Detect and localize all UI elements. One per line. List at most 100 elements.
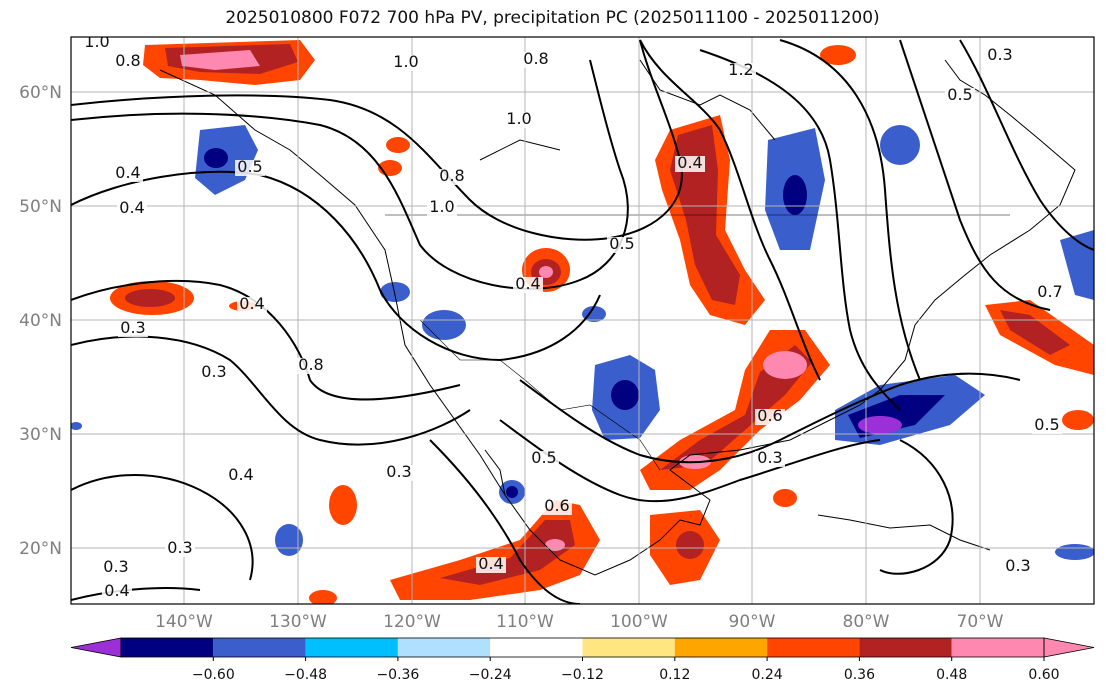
contour-label: 1.0 [84,32,109,51]
lat-labels: 60°N 50°N 40°N 30°N 20°N [19,83,62,559]
contour-label: 0.4 [478,554,503,573]
contour-label-bg [521,52,551,68]
contour-label-bg [504,112,534,128]
colorbar-box [674,638,768,657]
contour-label-bg [945,88,975,104]
contour-label: 0.3 [386,462,411,481]
contour-label: 0.6 [757,406,782,425]
colorbar-extend-low [70,637,122,658]
contour-label-bg [1035,285,1065,301]
lon-label: 90°W [729,612,776,632]
contour-label: 0.4 [119,198,144,217]
contour-label: 0.4 [115,163,140,182]
contour-label-bg [296,358,326,374]
lon-label: 120°W [383,612,441,632]
contour-label: 0.4 [239,294,264,313]
contour-label-bg [726,63,756,79]
contour-label: 0.3 [103,557,128,576]
lat-label: 60°N [19,83,62,103]
lat-label: 30°N [19,425,62,445]
contour-label-bg [102,584,132,600]
contour-label-bg [117,201,147,217]
contour-label-bg [113,54,143,70]
contour-label-bg [101,560,131,576]
colorbar-box [397,638,491,657]
contour-label-bg [82,37,112,51]
contour-label: 0.5 [609,234,634,253]
contour-label-bg [476,557,506,573]
lon-label: 130°W [269,612,327,632]
colorbar-tick-label: 0.60 [1028,667,1059,683]
contour-label: 0.4 [104,581,129,600]
contour-label: 0.4 [515,274,540,293]
contour-label: 1.0 [429,197,454,216]
contour-label: 0.5 [1034,415,1059,434]
colorbar-box [951,638,1044,657]
contour-label: 0.7 [1037,282,1062,301]
lat-label: 20°N [19,539,62,559]
lon-label: 140°W [155,612,213,632]
contour-label: 0.5 [531,448,556,467]
contour-label-bg [542,499,572,515]
lon-label: 100°W [610,612,668,632]
contour-label: 0.3 [120,318,145,337]
colorbar-box [121,638,214,657]
contour-label: 0.4 [677,153,702,172]
colorbar-extend-high [1043,637,1095,658]
contour-label: 0.3 [167,538,192,557]
lat-label: 50°N [19,197,62,217]
lon-label: 70°W [957,612,1004,632]
colorbar-box [305,638,398,657]
contour-label: 1.0 [393,52,418,71]
colorbar-box [767,638,860,657]
lon-label: 80°W [843,612,890,632]
colorbar-tick-label: −0.12 [561,667,604,683]
colorbar-box [213,638,306,657]
contour-label-bg [427,200,457,216]
contour-label: 0.8 [523,49,548,68]
contour-label: 0.6 [544,496,569,515]
contour-label: 0.4 [228,465,253,484]
contour-label-bg [384,465,414,481]
colorbar-tick-label: 0.12 [659,667,690,683]
colorbar-box [582,638,675,657]
contour-label-bg [529,451,559,467]
colorbar-tick-label: −0.24 [469,667,512,683]
lat-label: 40°N [19,311,62,331]
contour-label-bg [118,321,148,337]
map-frame [70,36,1095,605]
colorbar-tick-label: −0.36 [376,667,419,683]
colorbar-box [490,638,583,657]
contour-label-bg [675,156,705,172]
contour-label: 1.2 [728,60,753,79]
map-area: 1.0 0.8 1.0 0.8 1.2 0.5 1.0 0.4 0.5 0.4 0.8 1.0 0.5 0… [71,32,1094,604]
contour-label-bg [513,277,543,293]
contour-label: 1.0 [506,109,531,128]
colorbar-tick-label: 0.36 [844,667,875,683]
contour-label-bg [1032,418,1062,434]
contour-label-bg [113,166,143,182]
colorbar-tick-label: −0.48 [284,667,327,683]
contour-label-bg [391,55,421,71]
contour-label: 0.3 [757,448,782,467]
contour-label-bg [237,297,267,313]
contour-labels: 1.0 0.8 1.0 0.8 1.2 0.5 1.0 0.4 0.5 0.4 0.8 1.0 0.5 0… [82,32,1065,600]
lon-labels: 140°W 130°W 120°W 110°W 100°W 90°W 80°W … [155,612,1004,632]
contour-label-bg [235,160,265,176]
colorbar-tick-label: 0.24 [752,667,783,683]
contour-label-bg [607,237,637,253]
colorbar-tick-label: −0.60 [192,667,235,683]
contour-label-bg [199,365,229,381]
colorbar: −0.60 −0.48 −0.36 −0.24 −0.12 0.12 0.24 0.36 0.4… [70,637,1095,683]
gridlines [71,37,1094,604]
contour-label: 0.5 [947,85,972,104]
contour-label-bg [755,409,785,425]
contour-label: 0.3 [1005,556,1030,575]
contour-label: 0.3 [987,45,1012,64]
contour-label: 0.3 [201,362,226,381]
contour-label: 0.8 [298,355,323,374]
contour-label: 0.5 [237,157,262,176]
contour-label-bg [226,468,256,484]
pv-contours [71,39,1094,604]
